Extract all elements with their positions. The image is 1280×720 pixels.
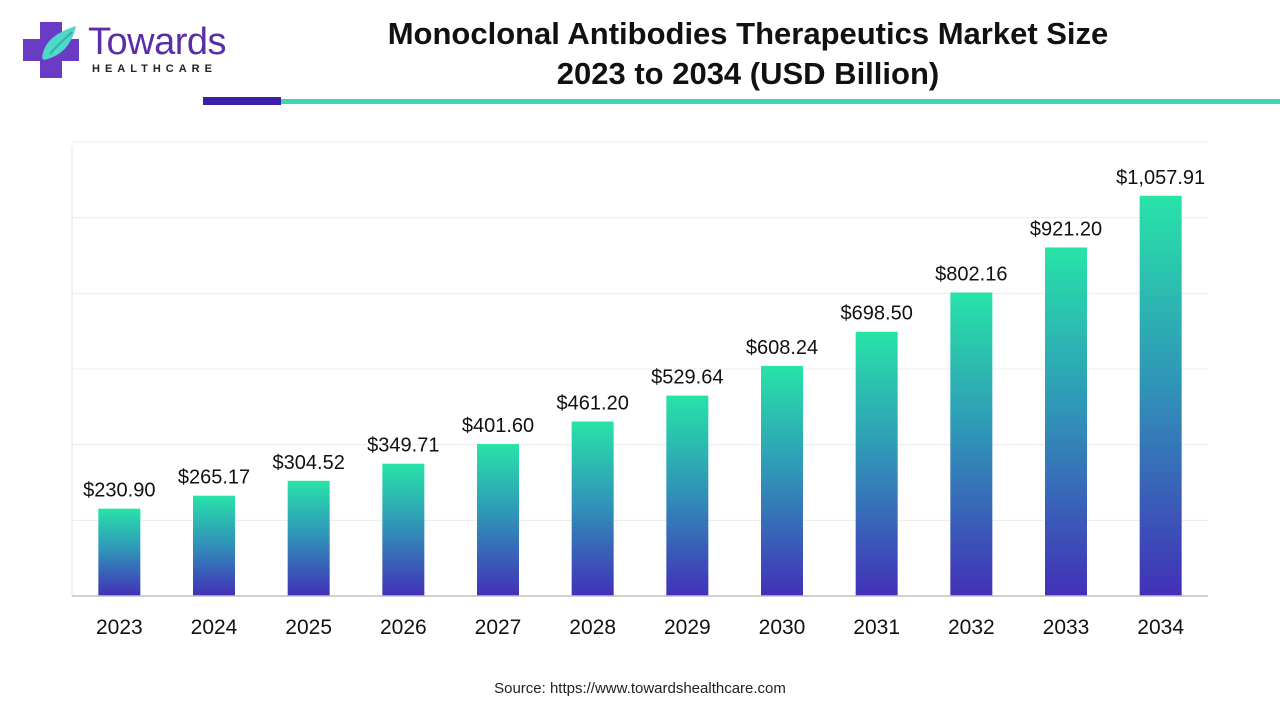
bar-2024 — [193, 495, 235, 596]
x-tick-label-2023: 2023 — [96, 616, 143, 639]
x-tick-label-2032: 2032 — [948, 616, 995, 639]
bar-2029 — [666, 395, 709, 596]
x-tick-label-2027: 2027 — [475, 616, 522, 639]
x-tick-label-2030: 2030 — [759, 616, 806, 639]
source-note: Source: https://www.towardshealthcare.co… — [494, 680, 786, 697]
bar-chart: $230.90 $265.17 $304.52 $349.71 $401.60 $461.… — [71, 141, 1208, 639]
data-label-2033: $921.20 — [1030, 218, 1102, 240]
data-label-2034: $1,057.91 — [1116, 167, 1205, 189]
data-label-2025: $304.52 — [273, 452, 345, 474]
header-divider-line — [281, 99, 1280, 104]
brand-tagline: HEALTHCARE — [92, 63, 217, 75]
bar-2028 — [571, 421, 614, 596]
x-tick-label-2034: 2034 — [1137, 616, 1184, 639]
chart-title-line-1: Monoclonal Antibodies Therapeutics Marke… — [387, 16, 1109, 51]
data-label-2027: $401.60 — [462, 415, 534, 437]
brand-logo: Towards HEALTHCARE — [20, 18, 240, 82]
bar-2033 — [1045, 247, 1087, 596]
data-label-2030: $608.24 — [746, 337, 818, 359]
bar-2025 — [287, 480, 330, 596]
data-label-2029: $529.64 — [651, 367, 723, 389]
data-label-2024: $265.17 — [178, 467, 250, 489]
x-tick-label-2033: 2033 — [1043, 616, 1090, 639]
x-tick-label-2029: 2029 — [664, 616, 711, 639]
grid-lines — [72, 141, 1208, 521]
data-label-2032: $802.16 — [935, 264, 1007, 286]
bar-2030 — [761, 365, 803, 596]
bar-2034 — [1139, 195, 1182, 596]
x-tick-label-2028: 2028 — [569, 616, 616, 639]
bar-2032 — [950, 292, 993, 596]
brand-name: Towards — [88, 21, 227, 63]
chart-title: Monoclonal Antibodies Therapeutics Marke… — [300, 14, 1196, 94]
x-tick-label-2031: 2031 — [853, 616, 900, 639]
header-divider-accent — [203, 97, 281, 105]
bar-2031 — [855, 331, 898, 596]
data-labels: $230.90 $265.17 $304.52 $349.71 $401.60 $461.… — [83, 167, 1205, 502]
data-label-2031: $698.50 — [841, 303, 913, 325]
x-axis-tick-labels: 2023 2024 2025 2026 2027 2028 2029 2030 2031 2032… — [96, 616, 1184, 639]
x-tick-label-2026: 2026 — [380, 616, 427, 639]
x-tick-label-2025: 2025 — [285, 616, 332, 639]
bars — [98, 195, 1182, 596]
data-label-2023: $230.90 — [83, 480, 155, 502]
bar-2023 — [98, 508, 141, 596]
chart-title-line-2: 2023 to 2034 (USD Billion) — [556, 56, 940, 91]
medical-cross-icon — [23, 22, 79, 78]
data-label-2028: $461.20 — [557, 393, 629, 415]
x-tick-label-2024: 2024 — [191, 616, 238, 639]
bar-2027 — [477, 444, 519, 596]
data-label-2026: $349.71 — [367, 435, 439, 457]
bar-2026 — [382, 463, 425, 596]
